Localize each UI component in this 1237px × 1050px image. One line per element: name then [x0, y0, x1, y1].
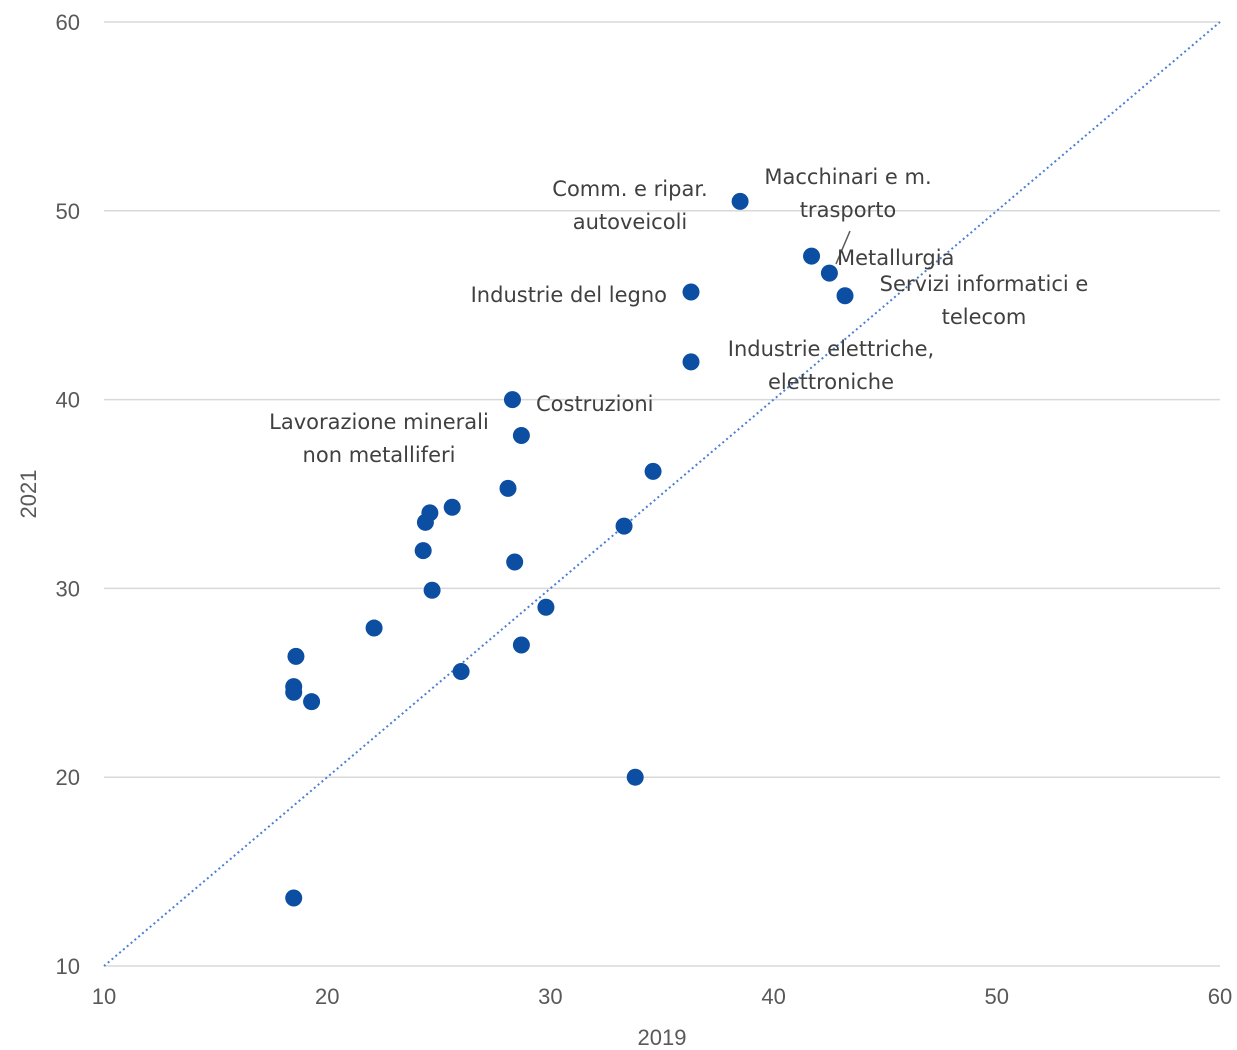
y-tick-label: 20	[56, 765, 80, 790]
x-tick-label: 10	[92, 984, 116, 1009]
annotation-line: autoveicoli	[573, 210, 688, 234]
annotation-line: Industrie elettriche,	[728, 337, 934, 361]
annotation-line: telecom	[942, 305, 1027, 329]
point-annotation: Servizi informatici e telecom	[880, 272, 1089, 329]
x-tick-label: 40	[761, 984, 785, 1009]
point-annotation: Macchinari e m. trasporto	[764, 165, 931, 222]
annotation-line: elettroniche	[768, 370, 894, 394]
annotation-line: Costruzioni	[536, 392, 653, 416]
point-annotation: Costruzioni	[536, 392, 653, 416]
data-point	[416, 513, 434, 531]
annotation-line: Industrie del legno	[471, 283, 667, 307]
x-axis-label: 2019	[638, 1025, 687, 1050]
y-axis-label: 2021	[16, 470, 41, 519]
annotation-line: Metallurgia	[837, 246, 954, 270]
data-point	[644, 462, 662, 480]
y-tick-label: 40	[56, 388, 80, 413]
point-annotation: Industrie elettriche, elettroniche	[728, 337, 934, 394]
x-tick-labels: 10 20 30 40 50 60	[92, 984, 1232, 1009]
annotations: Comm. e ripar. autoveicoli Macchinari e m.…	[269, 165, 1088, 467]
y-tick-label: 30	[56, 576, 80, 601]
data-point	[303, 693, 321, 711]
annotation-line: trasporto	[800, 198, 897, 222]
annotation-line: Lavorazione minerali	[269, 410, 489, 434]
gridlines	[104, 21, 1220, 967]
annotation-line: Macchinari e m.	[764, 165, 931, 189]
data-point	[537, 598, 555, 616]
point-annotation: Comm. e ripar. autoveicoli	[552, 177, 707, 234]
data-point	[503, 391, 521, 409]
point-annotation: Metallurgia	[837, 246, 954, 270]
y-tick-labels: 10 20 30 40 50 60	[56, 10, 80, 979]
data-point	[452, 662, 470, 680]
data-point	[285, 889, 303, 907]
data-point	[682, 353, 700, 371]
data-point	[731, 192, 749, 210]
point-annotation: Lavorazione minerali non metalliferi	[269, 410, 489, 467]
data-point	[365, 619, 383, 637]
data-point	[626, 768, 644, 786]
data-point	[443, 498, 461, 516]
data-point	[820, 264, 838, 282]
data-point	[285, 683, 303, 701]
annotation-line: Comm. e ripar.	[552, 177, 707, 201]
x-tick-label: 50	[985, 984, 1009, 1009]
reference-line-y-equals-x	[103, 21, 1221, 967]
y-tick-label: 50	[56, 199, 80, 224]
data-point	[803, 247, 821, 265]
annotation-line: Servizi informatici e	[880, 272, 1089, 296]
data-points	[285, 192, 854, 907]
y-tick-label: 60	[56, 10, 80, 35]
data-point	[682, 283, 700, 301]
point-annotation: Industrie del legno	[471, 283, 667, 307]
leader-line	[835, 230, 851, 265]
data-point	[499, 479, 517, 497]
x-tick-label: 20	[315, 984, 339, 1009]
data-point	[512, 426, 530, 444]
data-point	[836, 287, 854, 305]
y-tick-label: 10	[56, 954, 80, 979]
x-tick-label: 30	[538, 984, 562, 1009]
annotation-line: non metalliferi	[303, 443, 456, 467]
data-point	[506, 553, 524, 571]
x-tick-label: 60	[1208, 984, 1232, 1009]
data-point	[512, 636, 530, 654]
data-point	[414, 542, 432, 560]
data-point	[287, 647, 305, 665]
data-point	[423, 581, 441, 599]
data-point	[615, 517, 633, 535]
